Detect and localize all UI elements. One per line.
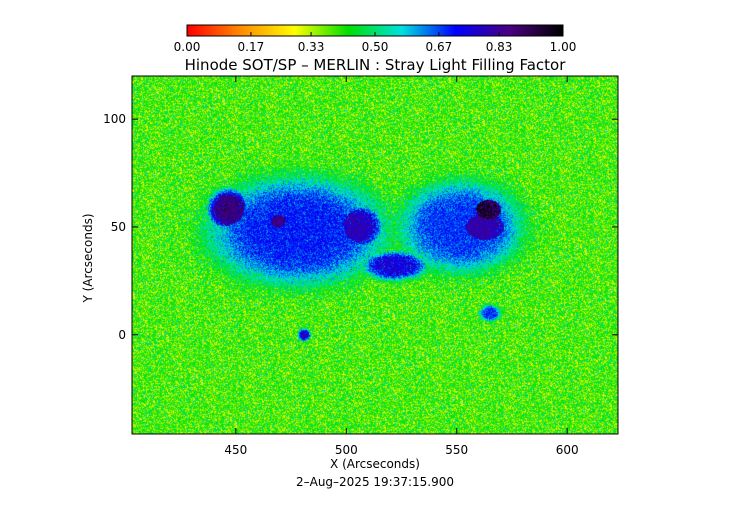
y-axis-ticks: 0 50 100 (103, 112, 618, 342)
colorbar-tick-label: 0.33 (298, 40, 325, 54)
y-axis-tick-label: 0 (118, 328, 126, 342)
colorbar-tick-label: 0.00 (174, 40, 201, 54)
x-axis-tick-label: 550 (445, 443, 468, 457)
observation-timestamp: 2–Aug–2025 19:37:15.900 (296, 475, 454, 489)
colorbar-tick-label: 1.00 (550, 40, 577, 54)
x-axis-ticks: 450 500 550 600 (224, 76, 579, 457)
stray-light-heatmap (132, 76, 618, 434)
colorbar-gradient (187, 25, 563, 36)
colorbar-tick-label: 0.50 (362, 40, 389, 54)
colorbar-tick-label: 0.67 (426, 40, 453, 54)
plot-frame (131, 75, 619, 435)
x-axis-tick-label: 500 (335, 443, 358, 457)
x-axis-tick-label: 450 (224, 443, 247, 457)
colorbar: 0.00 0.17 0.33 0.50 0.67 0.83 1.00 (174, 24, 577, 54)
x-axis-tick-label: 600 (556, 443, 579, 457)
y-axis-tick-label: 50 (111, 220, 126, 234)
y-axis-tick-label: 100 (103, 112, 126, 126)
colorbar-tick-label: 0.83 (486, 40, 513, 54)
colorbar-tick-label: 0.17 (238, 40, 265, 54)
chart-title: Hinode SOT/SP – MERLIN : Stray Light Fil… (185, 56, 567, 74)
y-axis-title: Y (Arcseconds) (81, 213, 95, 303)
plot-area: 450 500 550 600 0 50 100 (103, 75, 619, 457)
colorbar-ticks: 0.00 0.17 0.33 0.50 0.67 0.83 1.00 (174, 32, 577, 54)
x-axis-title: X (Arcseconds) (330, 457, 420, 471)
